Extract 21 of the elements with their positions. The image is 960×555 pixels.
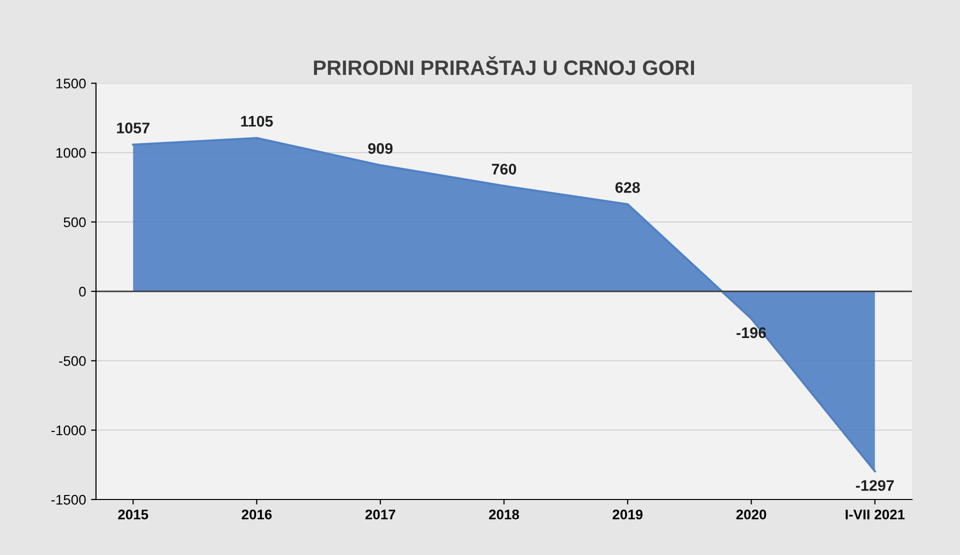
data-label: 909 xyxy=(368,143,393,154)
y-tick-label: -1500 xyxy=(51,494,86,505)
x-tick-label: 2016 xyxy=(242,510,272,520)
y-tick-label: 1500 xyxy=(56,78,86,88)
data-label: 1057 xyxy=(117,122,150,134)
y-tick-label: 500 xyxy=(64,217,86,228)
data-label: 628 xyxy=(615,182,640,193)
data-label: 760 xyxy=(492,164,516,175)
y-tick-label: -1000 xyxy=(51,425,86,436)
y-tick-label: 0 xyxy=(79,286,86,297)
data-label: -1297 xyxy=(856,480,894,491)
x-tick-label: 2015 xyxy=(118,510,148,520)
x-tick-label: 2019 xyxy=(612,510,643,520)
x-tick-label: 2018 xyxy=(489,510,520,520)
x-tick-label: 2020 xyxy=(736,510,766,520)
x-tick-label: I-VII 2021 xyxy=(846,510,905,520)
data-label: 1105 xyxy=(241,116,273,127)
x-tick-label: 2017 xyxy=(365,510,396,520)
y-tick-label: -500 xyxy=(59,356,86,366)
chart-title: PRIRODNI PRIRAŠTAJ U CRNOJ GORI xyxy=(314,56,694,76)
y-tick-label: 1000 xyxy=(56,148,86,158)
